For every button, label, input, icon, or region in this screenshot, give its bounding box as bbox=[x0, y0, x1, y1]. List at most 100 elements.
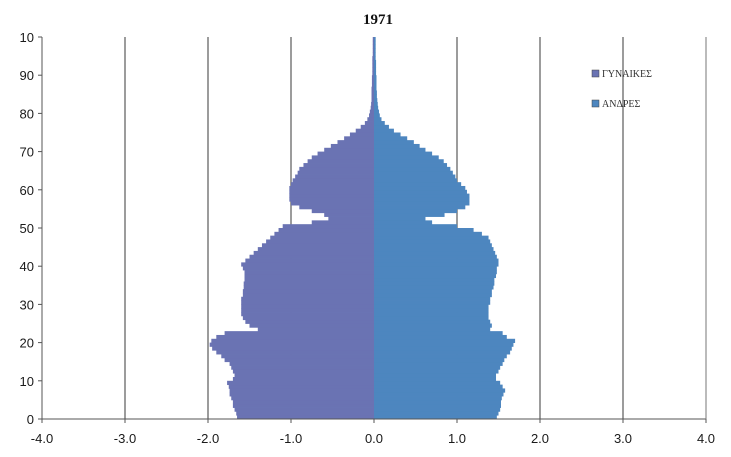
bar-female bbox=[324, 147, 374, 152]
bar-male bbox=[374, 105, 379, 110]
bar-male bbox=[374, 113, 380, 118]
bar-male bbox=[374, 243, 492, 248]
bar-male bbox=[374, 132, 401, 137]
bar-male bbox=[374, 338, 516, 343]
bar-male bbox=[374, 182, 462, 187]
bar-male bbox=[374, 323, 492, 328]
bar-female bbox=[372, 52, 374, 57]
bar-female bbox=[245, 319, 374, 324]
bar-male bbox=[374, 197, 470, 202]
bar-male bbox=[374, 71, 377, 76]
bar-male bbox=[374, 331, 503, 336]
bar-male bbox=[374, 67, 377, 72]
bar-male bbox=[374, 155, 439, 160]
bar-male bbox=[374, 79, 377, 84]
bar-male bbox=[374, 285, 494, 290]
y-tick-label: 0 bbox=[27, 412, 34, 427]
bar-male bbox=[374, 350, 511, 355]
bar-male bbox=[374, 342, 514, 347]
x-tick-label: 3.0 bbox=[614, 431, 632, 446]
bar-female bbox=[249, 254, 374, 259]
bar-female bbox=[344, 136, 374, 141]
bar-female bbox=[234, 407, 374, 412]
bar-female bbox=[278, 228, 374, 233]
bar-male bbox=[374, 411, 499, 416]
bar-male bbox=[374, 228, 474, 233]
bar-female bbox=[371, 86, 374, 91]
bar-male bbox=[374, 247, 494, 252]
bar-female bbox=[295, 174, 374, 179]
bar-male bbox=[374, 235, 489, 240]
bar-male bbox=[374, 75, 377, 80]
bar-female bbox=[241, 300, 374, 305]
bar-male bbox=[374, 273, 497, 279]
bar-female bbox=[371, 79, 374, 84]
bar-female bbox=[297, 170, 374, 175]
bar-female bbox=[241, 312, 374, 317]
bar-female bbox=[257, 327, 374, 332]
bar-female bbox=[372, 40, 374, 46]
bar-male bbox=[374, 281, 495, 286]
bar-female bbox=[231, 365, 374, 370]
bar-female bbox=[232, 403, 374, 408]
bar-male bbox=[374, 117, 382, 122]
bar-female bbox=[282, 224, 374, 229]
bar-female bbox=[371, 94, 374, 99]
bar-female bbox=[372, 37, 374, 42]
bar-male bbox=[374, 296, 491, 301]
bar-female bbox=[242, 292, 374, 298]
bar-male bbox=[374, 94, 377, 99]
bar-male bbox=[374, 396, 502, 401]
bar-female bbox=[292, 178, 374, 183]
bar-male bbox=[374, 270, 497, 275]
bar-male bbox=[374, 392, 504, 397]
bar-male bbox=[374, 124, 389, 130]
bar-female bbox=[244, 270, 374, 275]
bar-male bbox=[374, 354, 507, 359]
y-tick-label: 70 bbox=[20, 145, 34, 160]
bar-male bbox=[374, 239, 491, 244]
x-tick-label: 1.0 bbox=[448, 431, 466, 446]
bar-female bbox=[372, 59, 374, 65]
legend-label-female: ΓΥΝΑΙΚΕΣ bbox=[602, 69, 652, 80]
bar-male bbox=[374, 388, 506, 393]
bar-female bbox=[369, 109, 374, 114]
bar-female bbox=[221, 354, 374, 359]
bar-female bbox=[330, 143, 374, 149]
bar-female bbox=[371, 98, 374, 103]
bar-male bbox=[374, 300, 491, 305]
bar-male bbox=[374, 403, 501, 408]
bar-female bbox=[317, 151, 374, 156]
x-tick-label: -3.0 bbox=[114, 431, 136, 446]
bar-female bbox=[243, 281, 374, 286]
bar-female bbox=[311, 208, 374, 214]
bar-male bbox=[374, 216, 426, 221]
bar-female bbox=[289, 185, 374, 191]
bar-female bbox=[372, 56, 374, 61]
bar-male bbox=[374, 231, 482, 237]
bar-female bbox=[234, 373, 374, 378]
y-tick-label: 60 bbox=[20, 183, 34, 198]
bar-male bbox=[374, 128, 394, 133]
bar-male bbox=[374, 319, 491, 324]
bar-female bbox=[328, 216, 374, 221]
bar-female bbox=[212, 346, 374, 351]
x-tick-label: -1.0 bbox=[280, 431, 302, 446]
bar-female bbox=[299, 205, 374, 210]
bar-female bbox=[244, 273, 374, 279]
bar-female bbox=[372, 67, 374, 72]
bar-male bbox=[374, 121, 385, 126]
legend-swatch-male bbox=[591, 99, 600, 108]
y-tick-label: 50 bbox=[20, 221, 34, 236]
bar-female bbox=[253, 250, 374, 256]
bar-male bbox=[374, 151, 433, 156]
bar-female bbox=[241, 262, 374, 267]
bar-male bbox=[374, 56, 376, 61]
bar-male bbox=[374, 224, 457, 229]
x-tick-label: 0.0 bbox=[365, 431, 383, 446]
bar-male bbox=[374, 254, 497, 259]
bar-male bbox=[374, 262, 499, 267]
bar-male bbox=[374, 59, 377, 65]
bar-male bbox=[374, 312, 489, 317]
